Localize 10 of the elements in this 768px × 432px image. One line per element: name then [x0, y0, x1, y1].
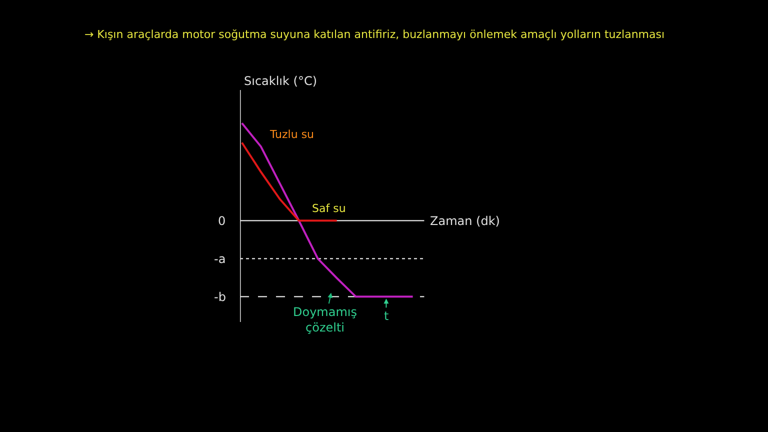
- series-label: Saf su: [312, 202, 346, 215]
- text: Doymamış çözelti: [293, 305, 358, 335]
- text: t: [384, 309, 389, 323]
- x-axis-title: Zaman (dk): [430, 214, 500, 228]
- ref-line-label: 0: [218, 214, 226, 228]
- ref-line-label: -a: [214, 252, 226, 266]
- ref-line-label: -b: [214, 290, 226, 304]
- chart-title: → Kışın araçlarda motor soğutma suyuna katılan antifiriz, buzlanmayı önlemek amaçlı yolların tuzlanması: [84, 28, 665, 41]
- series-label: Tuzlu su: [269, 128, 314, 141]
- y-axis-title: Sıcaklık (°C): [244, 74, 318, 88]
